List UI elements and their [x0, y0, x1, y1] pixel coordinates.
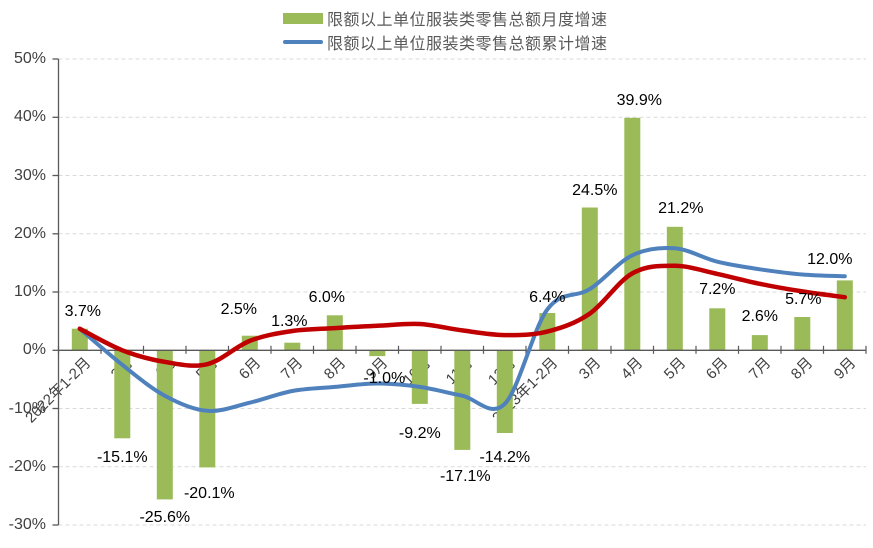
bar [751, 335, 768, 351]
bar [326, 315, 343, 351]
bar [369, 350, 386, 357]
bar [284, 342, 301, 351]
bar [411, 350, 428, 404]
legend-bar-swatch [283, 12, 323, 24]
bar [156, 350, 173, 500]
bar [496, 350, 513, 433]
bar [581, 207, 598, 351]
legend-label-monthly: 限额以上单位服装类零售总额月度增速 [327, 12, 608, 29]
legend-item-monthly-growth: 限额以上单位服装类零售总额月度增速 [283, 6, 608, 30]
bar [114, 350, 131, 439]
trend-line [77, 263, 848, 368]
legend-line-swatch [283, 40, 323, 44]
bar [454, 350, 471, 450]
bar [624, 117, 641, 351]
bar [666, 226, 683, 351]
legend-item-cumulative-growth: 限额以上单位服装类零售总额累计增速 [283, 30, 608, 54]
legend-label-cumulative: 限额以上单位服装类零售总额累计增速 [327, 36, 608, 53]
legend: 限额以上单位服装类零售总额月度增速 限额以上单位服装类零售总额累计增速 [283, 6, 608, 54]
bar [836, 280, 853, 351]
cumulative-line [77, 245, 847, 413]
bar [709, 308, 726, 351]
bar [794, 317, 811, 351]
